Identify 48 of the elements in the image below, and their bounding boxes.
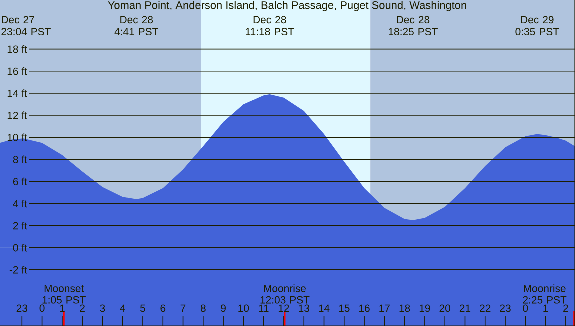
x-tick-label: 16 (360, 304, 370, 312)
ref-line-label: Moonset 1:05 PST (42, 285, 86, 304)
annotation: Dec 27 23:04 PST (2, 16, 51, 36)
y-tick-label: 12 ft (8, 112, 28, 120)
x-tick-label: 10 (238, 304, 250, 312)
x-tick-label: 14 (319, 304, 330, 312)
ref-line-label: Moonrise 2:25 PST (523, 284, 567, 304)
y-tick-label: 2 ft (13, 222, 28, 230)
x-tick-label: 7 (180, 304, 186, 312)
y-tick-label: 4 ft (13, 200, 28, 208)
x-tick-label: 22 (480, 304, 491, 312)
x-tick-label: 0 (40, 304, 45, 312)
x-tick-label: 8 (200, 304, 206, 312)
annotation: Dec 28 4:41 PST (114, 16, 158, 36)
x-tick-label: 9 (221, 304, 226, 312)
x-tick-label: 0 (523, 304, 528, 312)
x-tick-label: 3 (100, 304, 106, 312)
x-tick-label: 18 (400, 304, 410, 312)
x-tick-label: 17 (380, 304, 390, 312)
x-tick-label: 1 (544, 304, 548, 312)
ref-line-label: Moonrise 12:03 PST (260, 284, 310, 304)
y-tick-label: 14 ft (8, 90, 28, 98)
x-tick-label: 23 (16, 304, 28, 312)
x-tick-label: 2 (80, 304, 85, 312)
y-tick-label: 0 ft (13, 244, 28, 252)
chart-title: Yoman Point, Anderson Island, Balch Passage, Puget Sound, Washington (108, 1, 466, 12)
y-tick-label: 10 ft (8, 134, 28, 142)
x-tick-label: 19 (420, 304, 430, 312)
x-tick-label: 6 (160, 304, 166, 312)
y-tick-label: 6 ft (13, 178, 28, 186)
x-tick-label: 21 (460, 304, 471, 312)
x-tick-label: 5 (140, 304, 146, 312)
y-tick-label: 18 ft (8, 45, 28, 54)
x-tick-label: 15 (339, 304, 350, 312)
x-tick-label: 2 (564, 304, 568, 312)
x-tick-label: 20 (440, 304, 451, 312)
annotation: Dec 28 18:25 PST (389, 16, 438, 36)
y-tick-label: 8 ft (13, 156, 28, 164)
annotation: Dec 28 11:18 PST (246, 16, 294, 36)
x-tick-label: 4 (120, 304, 126, 312)
x-tick-label: 12 (278, 304, 290, 312)
x-tick-label: 11 (259, 304, 269, 312)
x-tick-label: 1 (60, 304, 65, 312)
annotation: Dec 29 0:35 PST (516, 16, 560, 36)
y-tick-label: -2 ft (10, 266, 28, 274)
y-tick-label: 16 ft (8, 68, 28, 76)
x-tick-label: 23 (500, 304, 511, 312)
x-tick-label: 13 (299, 304, 310, 312)
